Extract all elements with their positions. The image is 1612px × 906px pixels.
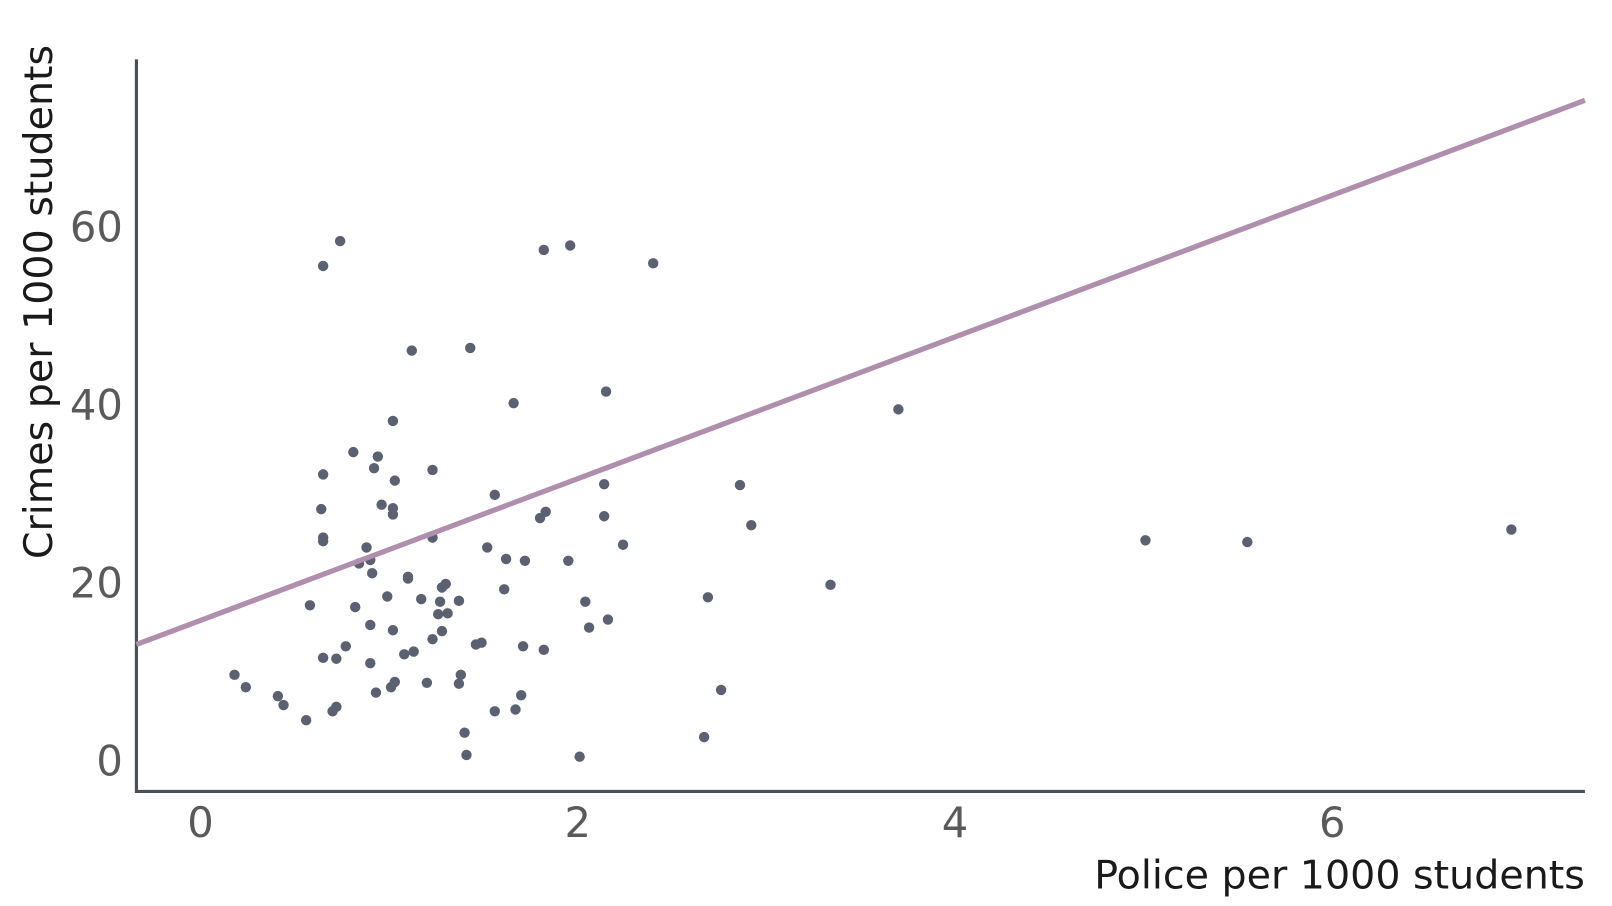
point xyxy=(361,542,372,553)
point xyxy=(365,619,376,631)
point xyxy=(647,258,659,269)
point xyxy=(563,555,574,566)
point xyxy=(517,641,529,652)
x-tick-label: 0 xyxy=(187,798,214,847)
point xyxy=(427,633,438,645)
point xyxy=(416,593,427,605)
point xyxy=(702,592,714,603)
point xyxy=(600,386,612,397)
fit-line xyxy=(135,97,1586,647)
point xyxy=(459,727,470,738)
point xyxy=(368,462,380,474)
point xyxy=(489,706,500,717)
point xyxy=(331,653,342,664)
point xyxy=(304,600,316,611)
point xyxy=(519,555,531,566)
point xyxy=(432,609,444,620)
point xyxy=(406,345,417,356)
y-tick-label: 40 xyxy=(70,380,123,429)
point xyxy=(1140,535,1151,546)
point xyxy=(317,469,329,480)
point xyxy=(366,568,378,579)
point xyxy=(515,690,527,701)
point xyxy=(698,731,710,743)
point xyxy=(500,553,512,565)
point xyxy=(348,446,359,458)
point xyxy=(617,539,629,550)
point xyxy=(453,595,465,607)
point xyxy=(510,704,521,715)
point xyxy=(476,637,487,648)
point xyxy=(489,489,500,501)
point xyxy=(427,464,438,476)
point xyxy=(316,503,327,515)
x-tick-label: 6 xyxy=(1319,798,1346,847)
point xyxy=(372,451,384,462)
y-tick-label: 20 xyxy=(70,559,123,608)
point xyxy=(1506,524,1517,535)
axis-line xyxy=(134,59,1585,793)
point xyxy=(598,511,610,522)
point xyxy=(540,506,551,517)
point xyxy=(300,714,312,726)
point xyxy=(365,657,376,669)
point xyxy=(538,244,550,256)
point xyxy=(389,676,401,688)
point xyxy=(436,625,448,637)
point xyxy=(1242,536,1253,548)
point xyxy=(580,596,591,607)
point xyxy=(482,542,493,553)
point xyxy=(317,652,329,664)
point xyxy=(734,479,746,491)
point xyxy=(565,240,576,251)
point xyxy=(455,669,467,680)
y-tick-label: 0 xyxy=(96,737,123,786)
point xyxy=(331,701,342,713)
point xyxy=(402,573,414,584)
point xyxy=(389,475,401,486)
point xyxy=(453,678,465,689)
point xyxy=(583,622,595,633)
point xyxy=(229,669,240,680)
point xyxy=(272,690,284,702)
x-axis-label: Police per 1000 students xyxy=(1094,852,1585,898)
point xyxy=(340,641,351,652)
point xyxy=(387,509,399,520)
point xyxy=(538,644,550,656)
point xyxy=(399,649,410,660)
point xyxy=(498,584,510,595)
point xyxy=(442,608,453,619)
point xyxy=(376,499,387,510)
point xyxy=(382,591,393,602)
point xyxy=(317,260,329,272)
point xyxy=(434,596,446,607)
y-axis-label: Crimes per 1000 students xyxy=(16,45,62,559)
point xyxy=(508,397,519,409)
point xyxy=(421,677,433,688)
point xyxy=(440,578,451,590)
point xyxy=(278,699,289,711)
point xyxy=(334,235,346,247)
point xyxy=(387,415,399,427)
point xyxy=(602,614,614,625)
point xyxy=(825,579,836,591)
point xyxy=(387,625,399,636)
point xyxy=(598,478,610,490)
x-tick-label: 2 xyxy=(565,798,592,847)
y-tick-label: 60 xyxy=(70,202,123,251)
point xyxy=(408,646,419,657)
point xyxy=(240,682,252,693)
point xyxy=(349,601,361,613)
x-tick-label: 4 xyxy=(942,798,969,847)
point xyxy=(746,519,757,531)
point xyxy=(461,749,472,761)
point xyxy=(574,751,585,762)
point xyxy=(317,535,329,547)
point xyxy=(715,684,727,696)
point xyxy=(370,687,382,698)
point xyxy=(465,342,476,354)
point xyxy=(893,404,904,415)
